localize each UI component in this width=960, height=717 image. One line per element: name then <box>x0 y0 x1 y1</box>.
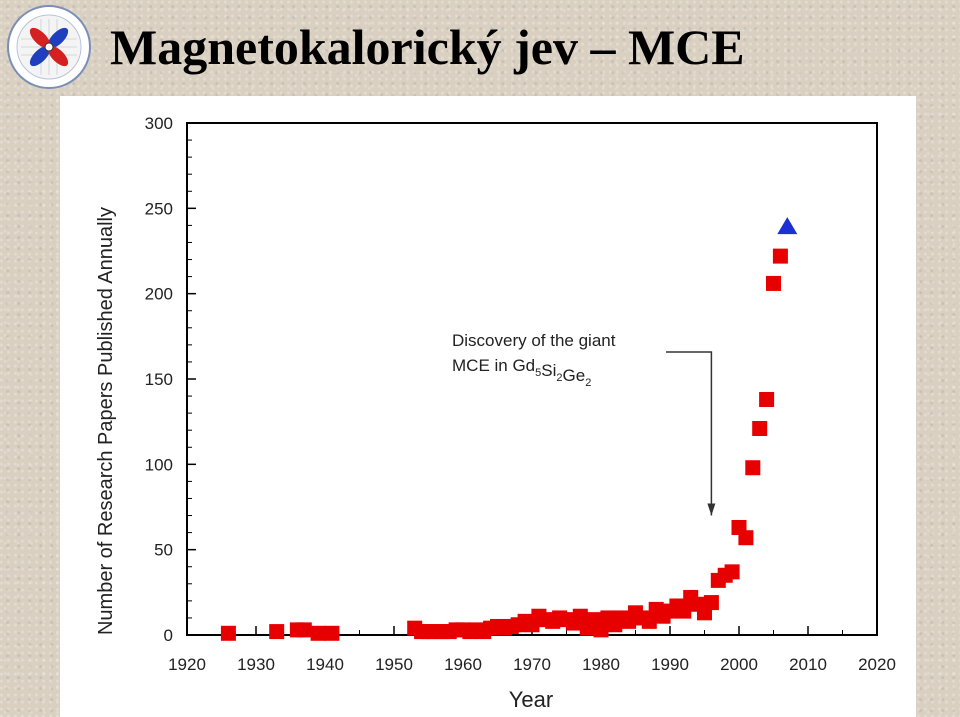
data-point-square <box>738 530 754 546</box>
annotation-arrowhead <box>707 503 716 516</box>
institute-logo <box>7 5 91 89</box>
data-point-square <box>296 622 312 638</box>
x-tick-label: 1980 <box>582 655 620 674</box>
data-point-square <box>310 625 326 641</box>
y-tick-label: 100 <box>145 455 173 474</box>
data-point-triangle <box>777 217 798 235</box>
y-tick-label: 200 <box>145 285 173 304</box>
x-tick-label: 2010 <box>789 655 827 674</box>
annotation-leader-line <box>666 351 713 516</box>
y-tick-label: 50 <box>154 541 173 560</box>
data-point-square <box>572 608 588 624</box>
data-point-square <box>593 622 609 638</box>
papers-per-year-chart: 0 50 100 150 200 250 300 1920 1930 1940 1950 1960 19… <box>95 114 896 712</box>
annotation-line-2: MCE in Gd5Si2Ge2 <box>452 356 591 389</box>
data-point-square <box>676 603 692 619</box>
y-axis-label: Number of Research Papers Published Annu… <box>95 207 117 635</box>
data-point-square <box>269 624 285 640</box>
x-tick-label: 1970 <box>513 655 551 674</box>
annotation-line-1: Discovery of the giant <box>452 331 616 350</box>
y-tick-label: 250 <box>145 199 173 218</box>
data-point-square <box>772 248 788 264</box>
data-point-square <box>766 275 781 291</box>
plot-area-frame <box>186 122 878 636</box>
y-tick-label: 0 <box>164 626 173 645</box>
data-point-square <box>703 595 719 611</box>
y-tick-label: 300 <box>145 114 173 133</box>
x-axis-label: Year <box>509 687 553 712</box>
x-tick-label: 1920 <box>168 655 206 674</box>
data-point-square <box>745 460 761 476</box>
x-tick-label: 1950 <box>375 655 413 674</box>
x-tick-label: 2020 <box>858 655 896 674</box>
data-point-square <box>324 625 340 641</box>
chart-panel: 0 50 100 150 200 250 300 1920 1930 1940 1950 1960 19… <box>60 96 916 717</box>
x-tick-label: 1940 <box>306 655 344 674</box>
data-point-square <box>752 420 768 436</box>
slide-title: Magnetokalorický jev – MCE <box>110 19 745 75</box>
x-tick-label: 1930 <box>237 655 275 674</box>
data-point-square <box>759 391 775 407</box>
x-tick-label: 2000 <box>720 655 758 674</box>
data-point-square <box>641 613 657 629</box>
x-tick-label: 1990 <box>651 655 689 674</box>
data-point-square <box>220 625 236 641</box>
x-tick-label: 1960 <box>444 655 482 674</box>
data-point-square <box>724 564 740 580</box>
y-tick-label: 150 <box>145 370 173 389</box>
